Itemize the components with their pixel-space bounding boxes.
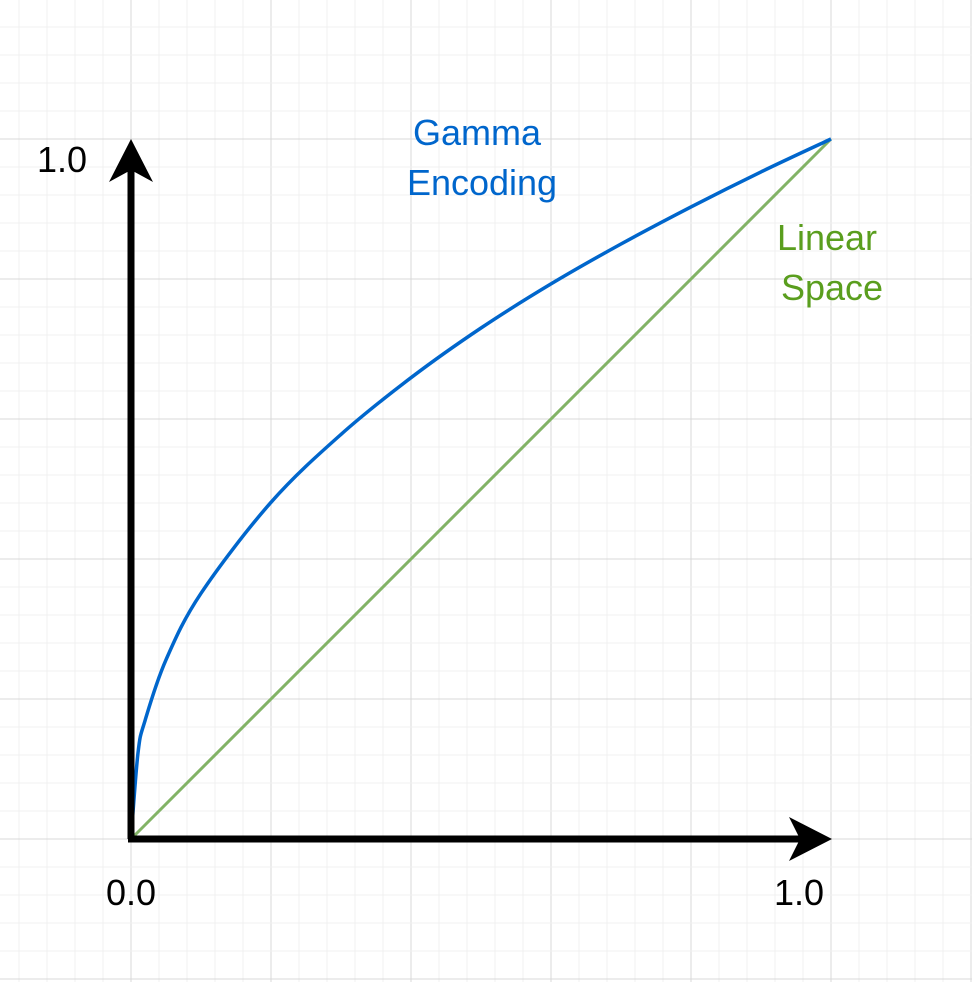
linear-label-line-1: Linear <box>777 217 877 258</box>
x-min-tick-label: 0.0 <box>106 872 156 913</box>
gamma-label-line-1: Gamma <box>413 112 542 153</box>
x-axis-arrow <box>789 817 832 861</box>
gamma-label-line-2: Encoding <box>407 162 557 203</box>
gamma-encoding-curve <box>129 137 832 840</box>
x-max-tick-label: 1.0 <box>774 872 824 913</box>
linear-series-label: Linear Space <box>777 217 887 308</box>
y-max-tick-label: 1.0 <box>37 139 87 180</box>
linear-label-line-2: Space <box>781 267 883 308</box>
gamma-series-label: Gamma Encoding <box>407 112 557 203</box>
y-axis-arrow <box>109 139 153 182</box>
plot-lines <box>129 137 833 841</box>
axes <box>109 139 832 861</box>
linear-space-line <box>129 137 833 841</box>
